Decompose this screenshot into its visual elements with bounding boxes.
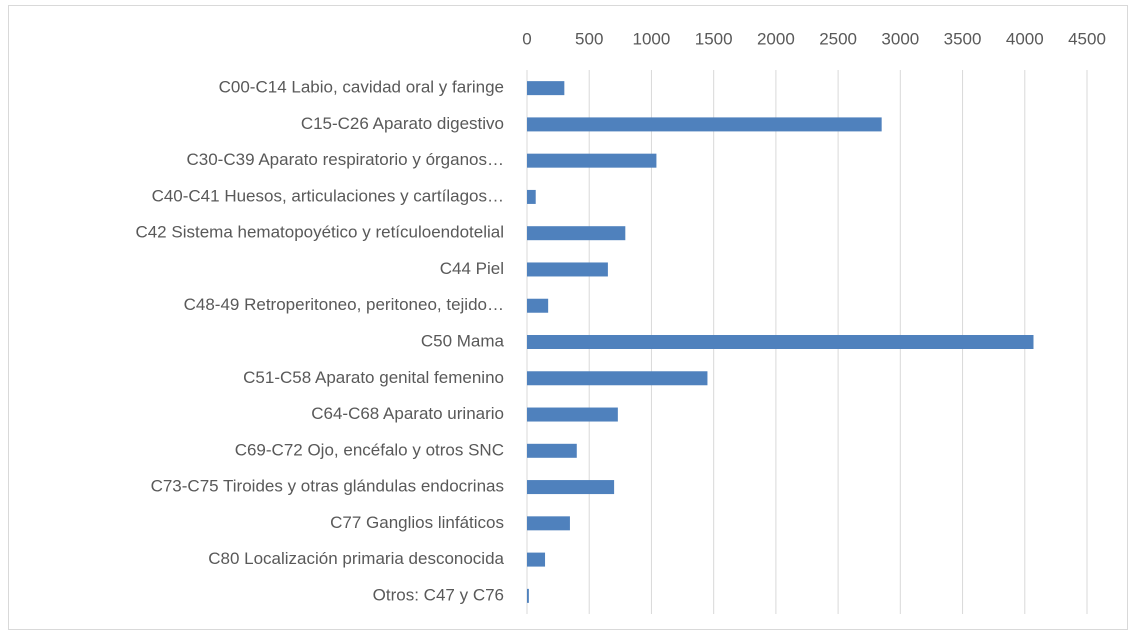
x-tick-label: 2500 [819,29,857,48]
x-tick-label: 0 [522,29,531,48]
x-tick-label: 3500 [944,29,982,48]
y-tick-label: C00-C14 Labio, cavidad oral y faringe [219,78,504,97]
y-tick-label: C40-C41 Huesos, articulaciones y cartíla… [152,186,504,205]
y-tick-label: C42 Sistema hematopoyético y retículoend… [135,223,504,242]
y-tick-label: C77 Ganglios linfáticos [330,513,504,532]
bar [527,588,529,603]
y-tick-label: C48-49 Retroperitoneo, peritoneo, tejido… [184,295,504,314]
bar [527,443,577,458]
x-tick-label: 500 [575,29,603,48]
bar [527,153,657,168]
x-tick-label: 2000 [757,29,795,48]
bar [527,552,546,567]
chart-frame [8,5,1128,630]
bar [527,335,1034,349]
y-tick-label: C51-C58 Aparato genital femenino [243,368,504,387]
y-tick-label: C69-C72 Ojo, encéfalo y otros SNC [235,440,504,459]
bar [527,117,882,132]
bar [527,226,626,241]
y-tick-label: C15-C26 Aparato digestivo [301,114,504,133]
bar [527,298,549,313]
x-tick-label: 4500 [1068,29,1106,48]
bar [527,371,708,386]
y-tick-label: C73-C75 Tiroides y otras glándulas endoc… [151,477,504,496]
x-tick-label: 1500 [695,29,733,48]
bar [527,262,608,277]
x-tick-label: 3000 [881,29,919,48]
y-tick-label: C50 Mama [421,331,505,350]
x-tick-label: 4000 [1006,29,1044,48]
y-tick-label: C30-C39 Aparato respiratorio y órganos… [187,150,505,169]
bar [527,407,618,422]
y-tick-label: C44 Piel [440,259,504,278]
x-tick-label: 1000 [633,29,671,48]
y-tick-label: C64-C68 Aparato urinario [311,404,504,423]
bar [527,480,615,495]
y-tick-label: Otros: C47 y C76 [373,585,504,604]
y-tick-label: C80 Localización primaria desconocida [208,549,504,568]
bar [527,81,565,96]
bar [527,189,536,204]
bar [527,516,570,531]
